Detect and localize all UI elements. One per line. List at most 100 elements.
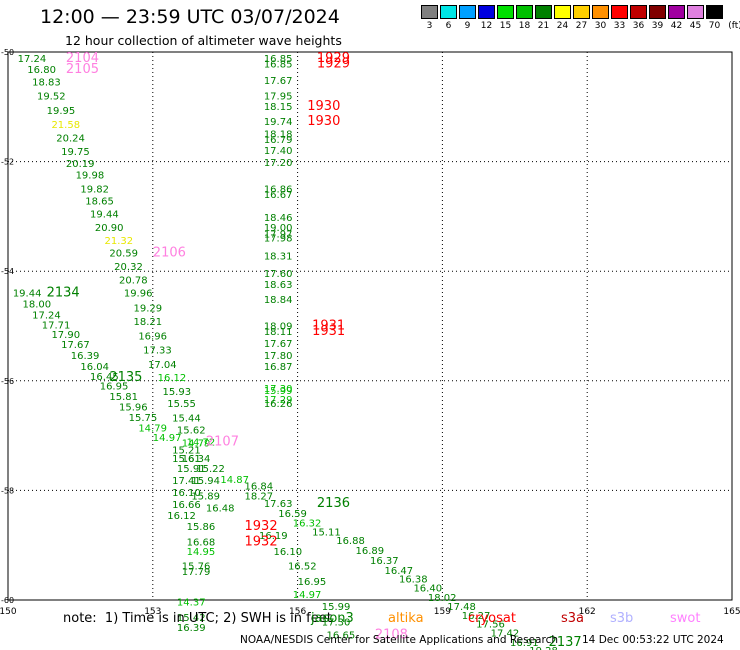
legend-swatch xyxy=(668,5,685,19)
wave-height-label: 19.52 xyxy=(37,91,66,102)
wave-height-label: 19.29 xyxy=(133,303,162,314)
wave-height-label: 17.24 xyxy=(18,54,47,65)
wave-height-label: 19.82 xyxy=(80,184,109,195)
pass-id-label: 1929 xyxy=(317,51,350,66)
y-tick-label: -54 xyxy=(1,267,14,276)
wave-height-label: 15.89 xyxy=(191,491,220,502)
wave-height-label: 15.11 xyxy=(312,527,341,538)
pass-id-label: 2135 xyxy=(109,370,142,385)
legend-label: 18 xyxy=(518,21,531,31)
wave-height-label: 15.44 xyxy=(172,413,201,424)
wave-height-label: 18.21 xyxy=(133,317,162,328)
pass-id-label: 2105 xyxy=(66,62,99,77)
wave-height-label: 16.86 xyxy=(264,184,293,195)
wave-height-label: 17.79 xyxy=(182,567,211,578)
legend-swatch xyxy=(611,5,628,19)
wave-height-label: 16.32 xyxy=(293,519,322,530)
wave-height-label: 20.24 xyxy=(56,133,85,144)
legend-label: 27 xyxy=(575,21,588,31)
wave-height-label: 15.99 xyxy=(264,386,293,397)
legend-label: 3 xyxy=(426,21,433,31)
pass-id-label: 2104 xyxy=(66,51,99,66)
wave-height-label: 18.84 xyxy=(264,295,293,306)
wave-height-label: 19.00 xyxy=(264,223,293,234)
wave-height-label: 19.44 xyxy=(90,210,119,221)
wave-height-label: 17.04 xyxy=(148,360,177,371)
chart-subtitle: 12 hour collection of altimeter wave hei… xyxy=(65,33,342,48)
legend-label: 39 xyxy=(651,21,664,31)
x-tick-label: 159 xyxy=(434,607,451,617)
pass-id-label: 1929 xyxy=(317,56,350,71)
wave-height-label: 17.98 xyxy=(264,234,293,245)
wave-height-label: 16.67 xyxy=(264,190,293,201)
wave-height-label: 16.10 xyxy=(273,547,302,558)
x-tick-label: 153 xyxy=(144,607,161,617)
satellite-label-altika: altika xyxy=(388,611,424,626)
wave-height-label: 19.75 xyxy=(61,147,90,158)
wave-height-label: 15.96 xyxy=(119,403,148,414)
legend-swatch xyxy=(459,5,476,19)
pass-id-label: 1930 xyxy=(307,114,340,129)
wave-height-label: 16.68 xyxy=(187,537,216,548)
wave-height-label: 14.97 xyxy=(293,590,322,601)
y-tick-label: -50 xyxy=(1,48,14,57)
legend-label: 6 xyxy=(445,21,452,31)
wave-height-label: 18.27 xyxy=(245,491,274,502)
wave-height-label: 15.86 xyxy=(187,522,216,533)
wave-height-label: 18.18 xyxy=(264,130,293,141)
wave-height-label: 15.55 xyxy=(167,399,196,410)
wave-height-label: 19.74 xyxy=(264,117,293,128)
legend-swatch xyxy=(421,5,438,19)
wave-height-label: 16.39 xyxy=(71,351,100,362)
legend-label: 24 xyxy=(556,21,569,31)
chart-title: 12:00 — 23:59 UTC 03/07/2024 xyxy=(40,6,340,28)
wave-height-label: 15.81 xyxy=(109,392,138,403)
wave-height-label: 17.63 xyxy=(264,499,293,510)
legend-swatch xyxy=(706,5,723,19)
satellite-label-s3b: s3b xyxy=(610,611,634,626)
legend-label: 9 xyxy=(464,21,471,31)
wave-height-label: 17.97 xyxy=(264,229,293,240)
wave-height-label: 18.63 xyxy=(264,280,293,291)
pass-id-label: 2108 xyxy=(375,627,408,642)
legend-swatch xyxy=(440,5,457,19)
wave-height-label: 18.65 xyxy=(85,196,114,207)
wave-height-label: 17.67 xyxy=(61,340,90,351)
legend-swatch xyxy=(497,5,514,19)
wave-height-label: 17.90 xyxy=(51,330,80,341)
wave-height-label: 14.79 xyxy=(138,423,167,434)
wave-height-label: 16.47 xyxy=(384,566,413,577)
y-tick-label: -58 xyxy=(1,486,14,495)
y-tick-label: -60 xyxy=(1,596,14,605)
wave-height-label: 16.38 xyxy=(399,575,428,586)
wave-height-label: 16.84 xyxy=(245,481,274,492)
wave-height-label: 16.96 xyxy=(138,331,167,342)
wave-height-label: 16.87 xyxy=(264,362,293,373)
wave-height-label: 16.34 xyxy=(182,454,211,465)
wave-height-label: 20.19 xyxy=(66,159,95,170)
wave-height-label: 16.85 xyxy=(264,54,293,65)
pass-id-label: 2106 xyxy=(153,246,186,261)
legend-label: 12 xyxy=(480,21,493,31)
wave-height-label: 16.40 xyxy=(413,583,442,594)
wave-height-label: 16.04 xyxy=(80,362,109,373)
axis-ticks: 150 153 156 159 162 165 -50 -52 -54 -56 -58 -60 xyxy=(0,48,740,617)
wave-height-label: 14.87 xyxy=(220,475,249,486)
wave-height-label: 16.91 xyxy=(510,638,539,649)
pass-id-label: 2136 xyxy=(317,496,350,511)
legend-label: 36 xyxy=(632,21,645,31)
legend-swatch xyxy=(516,5,533,19)
wave-height-label: 16.39 xyxy=(177,623,206,634)
plot-border xyxy=(7,51,733,601)
wave-height-label: 16.89 xyxy=(356,546,385,557)
legend-unit: (ft) xyxy=(728,21,740,31)
satellite-label-s3a: s3a xyxy=(561,611,585,626)
wave-height-label: 14.72 xyxy=(187,438,216,449)
footer-timestamp: 14 Dec 00:53:22 UTC 2024 xyxy=(582,634,724,646)
legend-swatch xyxy=(573,5,590,19)
wave-height-label: 17.67 xyxy=(264,339,293,350)
satellite-label-cryosat: cryosat xyxy=(468,611,516,626)
x-tick-label: 162 xyxy=(579,607,596,617)
wave-height-label: 19.98 xyxy=(76,171,105,182)
